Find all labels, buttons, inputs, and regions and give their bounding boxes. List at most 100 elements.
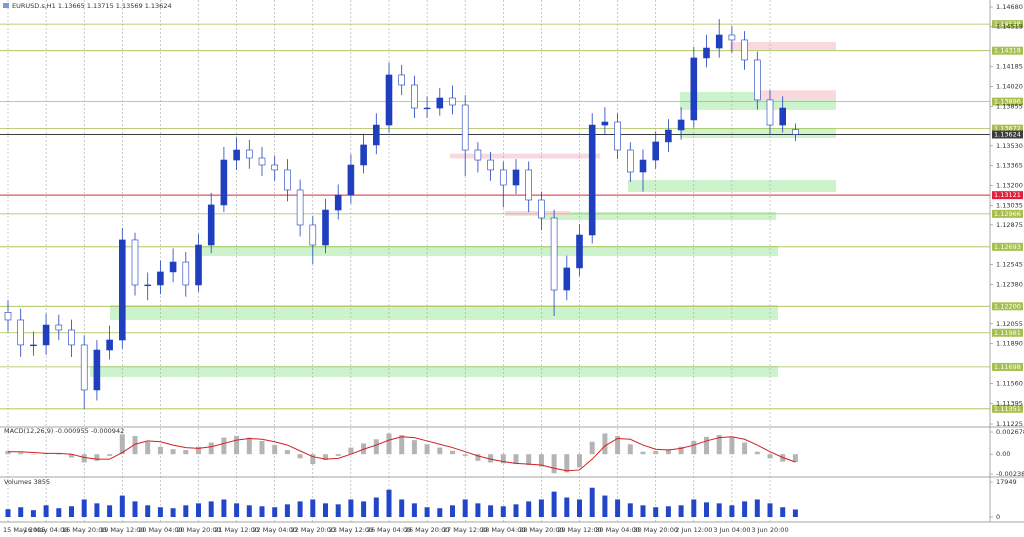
- x-tick-label: 20 May 20:00: [176, 526, 221, 534]
- bar: [297, 501, 303, 517]
- bar: [462, 499, 468, 517]
- bar: [284, 450, 290, 455]
- bar: [56, 454, 62, 455]
- level-tag: [992, 20, 1023, 29]
- level-label: 1.14318: [994, 47, 1021, 55]
- candle-body: [792, 129, 799, 135]
- y-tick-label: 1.13365: [996, 162, 1023, 170]
- bar: [754, 499, 760, 517]
- bar: [272, 445, 278, 455]
- bar: [107, 454, 113, 456]
- candle-body: [309, 224, 317, 246]
- price-zone: [680, 127, 836, 138]
- bar: [272, 507, 278, 517]
- bar: [589, 487, 595, 517]
- candle-body: [741, 39, 748, 61]
- bar: [132, 501, 138, 517]
- bar: [513, 504, 519, 517]
- bar: [208, 442, 214, 455]
- y-tick-label: 1.11395: [996, 399, 1023, 407]
- bar: [56, 508, 62, 517]
- bar: [437, 447, 443, 455]
- candle-body: [182, 261, 190, 286]
- price-zone: [505, 210, 570, 216]
- x-tick-label: 3 Jun 20:00: [751, 526, 788, 534]
- bar: [348, 499, 354, 517]
- bar: [767, 454, 773, 459]
- y-tick-label: 0: [996, 513, 1000, 521]
- y-tick-label: 1.14020: [996, 83, 1023, 91]
- bar: [526, 501, 532, 517]
- bar: [69, 506, 74, 517]
- bar: [94, 503, 100, 517]
- bar: [729, 505, 735, 517]
- bar: [361, 501, 367, 517]
- bar: [81, 454, 87, 463]
- candle-body: [423, 107, 431, 110]
- bar: [615, 499, 621, 517]
- candle-body: [588, 124, 596, 236]
- level-label: 1.11351: [994, 405, 1021, 413]
- bar: [538, 499, 544, 517]
- candle-body: [487, 159, 494, 171]
- x-tick-label: 23 May 12:00: [329, 526, 374, 534]
- level-tag: [992, 242, 1023, 251]
- candle-body: [246, 149, 253, 159]
- bar: [69, 454, 74, 458]
- x-tick-label: 2 Jun 12:00: [675, 526, 712, 534]
- bar: [488, 505, 494, 517]
- bar: [399, 499, 405, 517]
- bar: [221, 437, 227, 455]
- bar: [602, 495, 608, 517]
- candle-body: [131, 239, 139, 286]
- bar: [30, 454, 36, 455]
- bar: [564, 454, 570, 473]
- y-tick-label: 1.13200: [996, 182, 1023, 190]
- candle-body: [614, 121, 621, 151]
- bar: [742, 442, 748, 455]
- level-label: 1.12966: [994, 210, 1021, 218]
- bar: [411, 503, 417, 517]
- candle-body: [690, 57, 698, 121]
- candle-body: [563, 267, 571, 291]
- candle-body: [728, 34, 736, 41]
- y-tick-label: -0.002389: [996, 470, 1024, 478]
- candle-body: [169, 261, 177, 273]
- bar: [132, 435, 138, 455]
- volume-title: Volumes 3855: [4, 478, 50, 486]
- candle-body: [753, 59, 761, 101]
- candle-body: [93, 349, 101, 391]
- bar: [386, 433, 392, 455]
- bar: [284, 504, 290, 517]
- bar: [602, 433, 608, 455]
- candle-body: [119, 239, 126, 341]
- level-label: 1.13121: [994, 191, 1021, 199]
- bar: [145, 505, 151, 517]
- candle-body: [360, 144, 367, 166]
- bar: [297, 454, 303, 459]
- bar: [145, 441, 151, 455]
- candle-body: [220, 159, 228, 206]
- bar: [475, 454, 481, 461]
- bar: [462, 454, 468, 456]
- symbol-icon: [3, 3, 9, 8]
- y-tick-label: 1.11225: [996, 420, 1023, 428]
- bar: [450, 450, 455, 455]
- candle-body: [271, 164, 279, 171]
- y-tick-label: 1.14519: [996, 22, 1023, 30]
- candle-body: [233, 149, 240, 161]
- y-tick-label: 1.13035: [996, 202, 1023, 210]
- level-tag: [992, 124, 1023, 133]
- candle-body: [652, 141, 660, 161]
- candle-body: [449, 97, 456, 106]
- chart-title: EURUSD.s,H1 1.13665 1.13715 1.13569 1.13…: [12, 2, 172, 10]
- candle-body: [17, 319, 25, 346]
- bar: [170, 508, 176, 517]
- x-tick-label: 21 May 12:00: [214, 526, 259, 534]
- bar: [500, 454, 506, 464]
- bar: [348, 447, 354, 455]
- bar: [234, 435, 240, 455]
- candle-body: [766, 99, 774, 126]
